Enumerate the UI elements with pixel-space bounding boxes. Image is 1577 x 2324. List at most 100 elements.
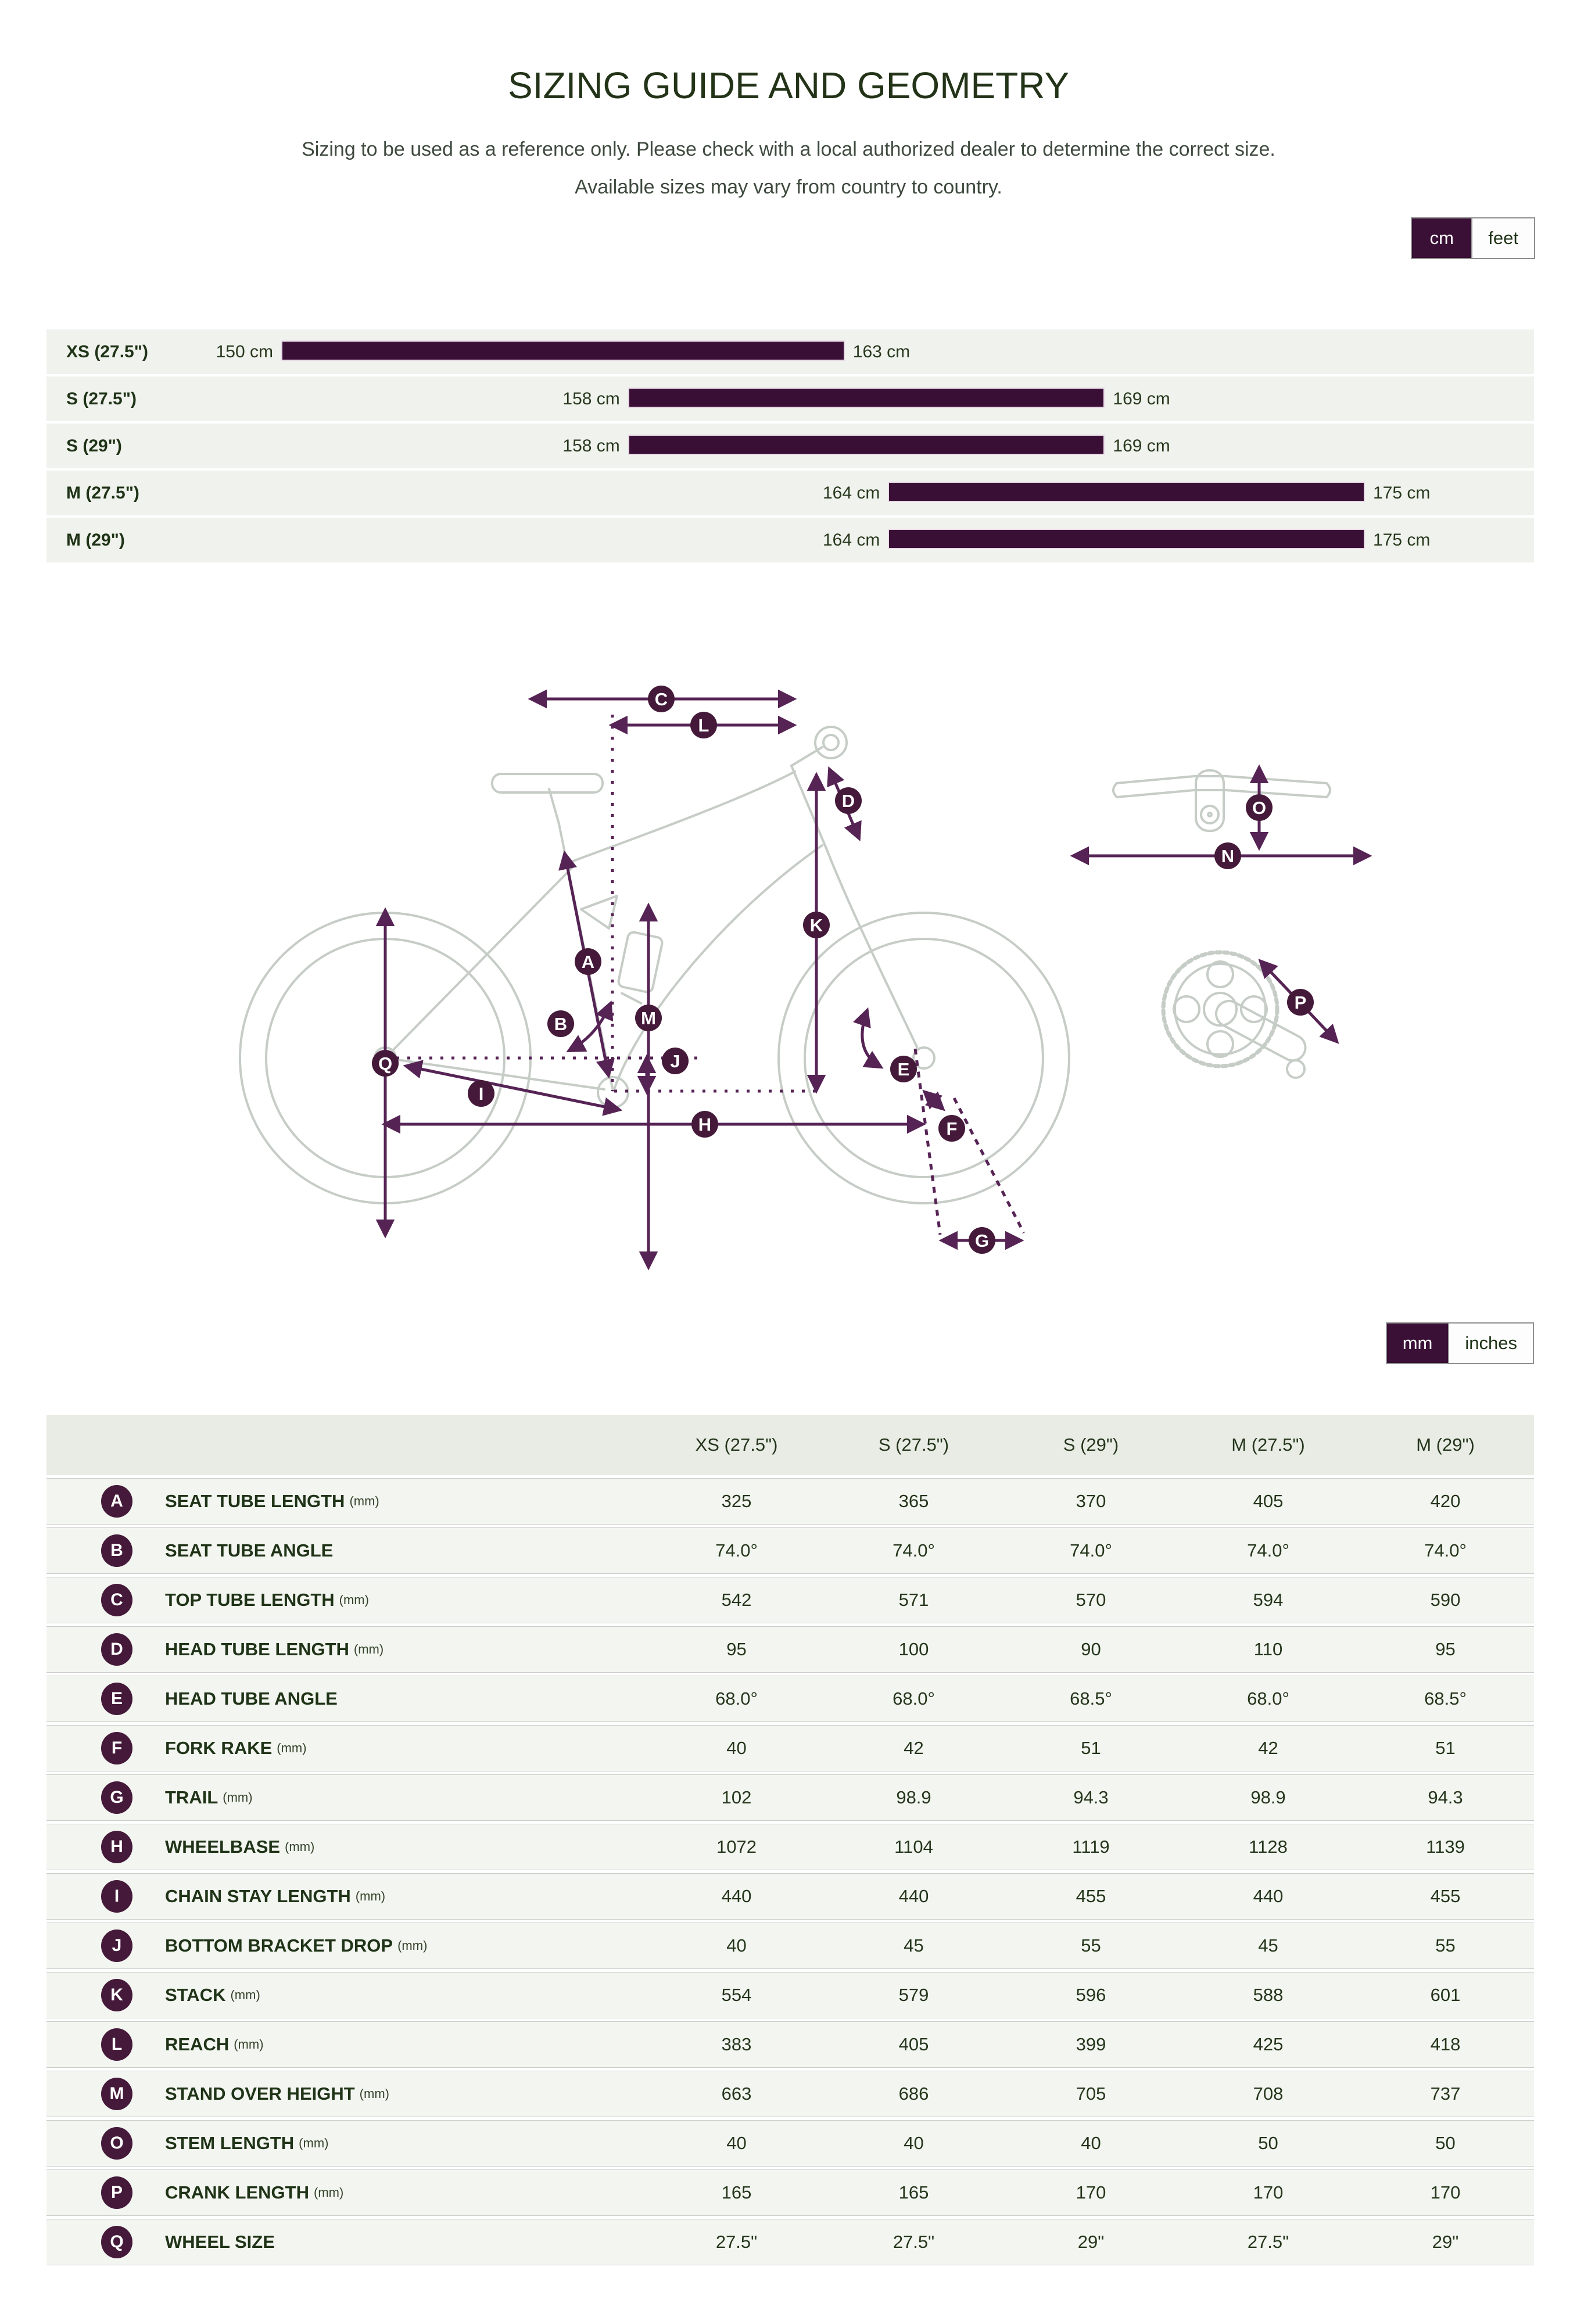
toggle-feet-button[interactable]: feet [1471,218,1534,258]
row-unit: (mm) [299,2136,329,2150]
value-cell: 708 [1253,2083,1284,2104]
svg-text:D: D [842,791,855,811]
svg-text:P: P [1295,992,1307,1013]
sizing-disclaimer-line-2: Available sizes may vary from country to… [575,176,1002,198]
min-height-label: 164 cm [823,483,880,503]
page-title: SIZING GUIDE AND GEOMETRY [507,64,1070,106]
svg-text:H: H [698,1114,711,1135]
table-row: M STAND OVER HEIGHT (mm) 663 686 705 708 737 [46,2071,1534,2117]
value-cell: 68.0° [893,1688,935,1709]
value-cell: 94.3 [1073,1787,1109,1807]
value-cell: 95 [1435,1639,1456,1659]
row-letter-badge: M [101,2078,132,2110]
value-cell: 98.9 [896,1787,931,1807]
min-height-label: 158 cm [562,389,620,408]
toggle-mm-button[interactable]: mm [1386,1324,1449,1363]
row-unit: (mm) [285,1839,315,1854]
row-label: TOP TUBE LENGTH [165,1590,335,1610]
row-unit: (mm) [230,1988,260,2002]
diagram-label-j: J [662,1048,689,1074]
value-cell: 40 [904,2133,924,2153]
max-height-label: 175 cm [1373,530,1431,550]
table-row: K STACK (mm) 554 579 596 588 601 [46,1972,1534,2018]
svg-text:C: C [655,689,668,709]
handlebar-top-view [1112,769,1331,832]
height-unit-toggle: cm feet [1411,217,1535,259]
column-header: M (27.5") [1231,1434,1305,1455]
value-cell: 440 [1253,1886,1284,1906]
value-cell: 455 [1430,1886,1461,1906]
value-cell: 440 [898,1886,929,1906]
size-label: M (29") [66,530,125,550]
value-cell: 588 [1253,1985,1284,2005]
row-unit: (mm) [314,2185,344,2200]
column-header: S (29") [1063,1434,1119,1455]
diagram-label-b: B [547,1010,574,1037]
table-row: P CRANK LENGTH (mm) 165 165 170 170 170 [46,2169,1534,2216]
value-cell: 420 [1430,1491,1461,1511]
row-label: SEAT TUBE LENGTH [165,1491,345,1511]
row-letter-badge: A [101,1485,132,1518]
value-cell: 705 [1076,2083,1106,2104]
max-height-label: 163 cm [852,342,911,361]
svg-text:L: L [698,715,709,736]
value-cell: 50 [1435,2133,1456,2153]
value-cell: 27.5" [715,2232,758,2252]
height-range-bar [628,388,1105,408]
value-cell: 74.0° [1070,1540,1112,1561]
diagram-label-o: O [1246,794,1273,821]
column-header: M (29") [1416,1434,1475,1455]
value-cell: 40 [726,2133,747,2153]
table-row: J BOTTOM BRACKET DROP (mm) 40 45 55 45 55 [46,1923,1534,1969]
value-cell: 40 [726,1935,747,1956]
height-range-bar [628,435,1105,455]
height-range-bar [888,482,1365,502]
value-cell: 383 [721,2034,752,2054]
value-cell: 45 [904,1935,924,1956]
row-letter-badge: H [101,1831,132,1863]
value-cell: 570 [1076,1590,1106,1610]
row-label: WHEEL SIZE [165,2232,275,2252]
diagram-label-d: D [835,787,862,814]
value-cell: 68.0° [715,1688,758,1709]
row-unit: (mm) [339,1593,369,1607]
row-label: HEAD TUBE LENGTH [165,1639,349,1659]
value-cell: 29" [1077,2232,1105,2252]
diagram-label-e: E [890,1056,917,1082]
diagram-label-c: C [648,686,675,712]
row-unit: (mm) [349,1494,379,1508]
value-cell: 579 [898,1985,929,2005]
value-cell: 737 [1430,2083,1461,2104]
table-row: Q WHEEL SIZE 27.5" 27.5" 29" 27.5" 29" [46,2219,1534,2265]
value-cell: 95 [726,1639,747,1659]
table-row: C TOP TUBE LENGTH (mm) 542 571 570 594 590 [46,1577,1534,1623]
row-label: TRAIL [165,1787,218,1807]
table-row: B SEAT TUBE ANGLE 74.0° 74.0° 74.0° 74.0° 74.0… [46,1527,1534,1574]
diagram-label-p: P [1287,989,1314,1016]
value-cell: 1128 [1249,1837,1288,1857]
value-cell: 370 [1076,1491,1106,1511]
measurement-arrows [375,689,1372,1271]
value-cell: 1139 [1426,1837,1465,1857]
diagram-label-i: I [468,1080,494,1107]
column-header: S (27.5") [878,1434,949,1455]
diagram-label-l: L [690,712,717,738]
row-letter-badge: P [101,2176,132,2209]
value-cell: 425 [1253,2034,1284,2054]
value-cell: 68.5° [1070,1688,1112,1709]
min-height-label: 150 cm [216,342,273,361]
toggle-inches-button[interactable]: inches [1448,1324,1533,1363]
value-cell: 418 [1430,2034,1461,2054]
row-letter-badge: Q [101,2226,132,2258]
toggle-cm-button[interactable]: cm [1412,218,1472,258]
value-cell: 55 [1081,1935,1101,1956]
value-cell: 29" [1432,2232,1459,2252]
svg-text:N: N [1221,846,1234,866]
svg-text:O: O [1252,798,1266,818]
table-row: A SEAT TUBE LENGTH (mm) 325 365 370 405 420 [46,1478,1534,1525]
value-cell: 571 [898,1590,929,1610]
value-cell: 90 [1081,1639,1101,1659]
value-cell: 45 [1258,1935,1278,1956]
svg-text:Q: Q [378,1053,392,1074]
value-cell: 365 [898,1491,929,1511]
